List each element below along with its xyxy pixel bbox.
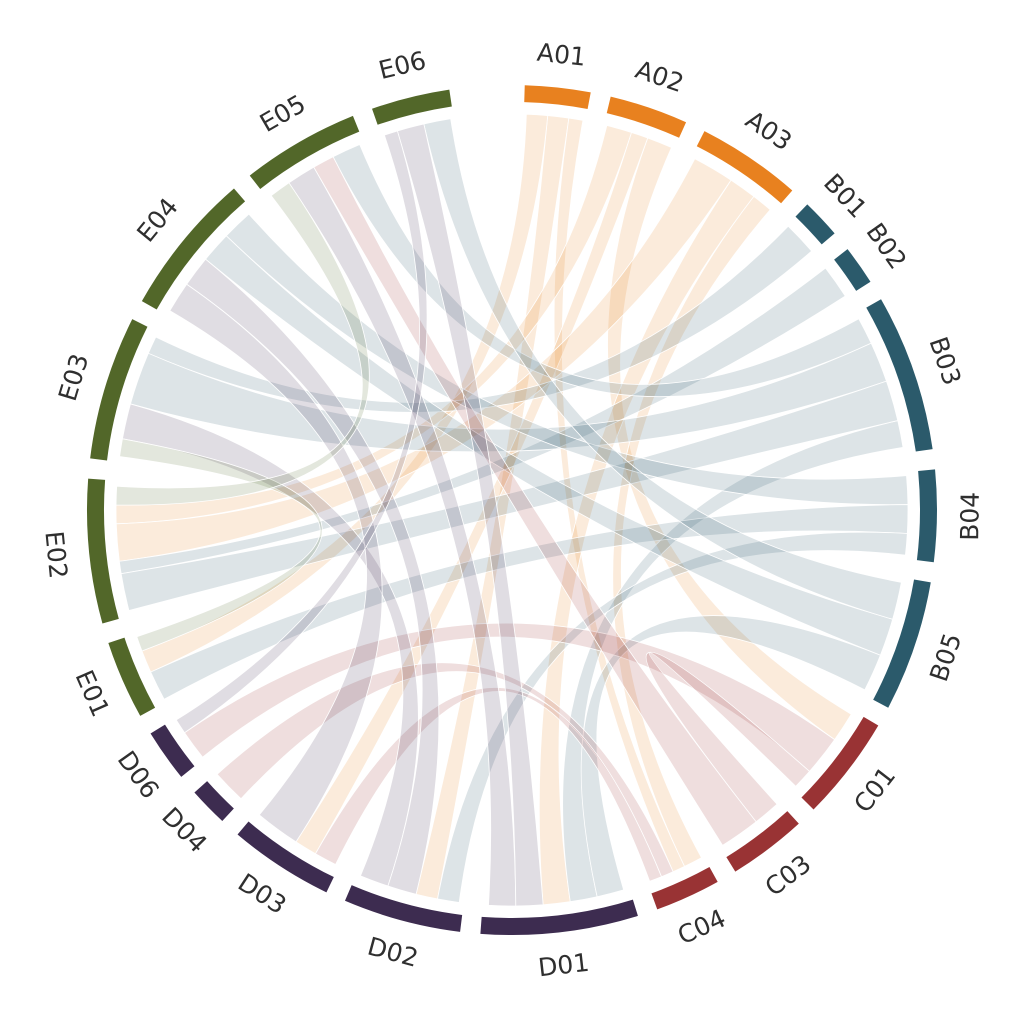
arc-C01 bbox=[801, 716, 879, 810]
segment-label-A02: A02 bbox=[632, 55, 688, 98]
arc-D02 bbox=[344, 885, 463, 932]
arc-B04 bbox=[916, 469, 937, 563]
arc-D03 bbox=[237, 821, 334, 893]
arc-E01 bbox=[108, 637, 156, 716]
ribbon-D03-E04 bbox=[169, 283, 383, 843]
arc-E04 bbox=[141, 188, 246, 310]
arc-D04 bbox=[194, 781, 234, 821]
segment-label-B01: B01 bbox=[818, 168, 873, 224]
segment-label-E02: E02 bbox=[39, 530, 73, 580]
segment-label-C03: C03 bbox=[760, 849, 817, 902]
ribbon-E01-E03 bbox=[119, 438, 323, 652]
ribbon-C01-D06 bbox=[183, 622, 836, 772]
arc-E03 bbox=[90, 319, 148, 461]
segment-label-E05: E05 bbox=[255, 89, 311, 138]
ribbon-C04-D03 bbox=[314, 687, 662, 882]
arc-B02 bbox=[834, 249, 871, 291]
segment-label-E04: E04 bbox=[131, 192, 184, 247]
arc-B05 bbox=[873, 579, 931, 708]
ribbon-B04-E01 bbox=[150, 504, 909, 700]
arc-B01 bbox=[795, 204, 835, 245]
segment-label-D01: D01 bbox=[537, 948, 591, 983]
segment-label-B05: B05 bbox=[924, 629, 967, 685]
ribbon-A02-C01 bbox=[607, 137, 852, 741]
arc-E05 bbox=[249, 115, 360, 189]
arc-A03 bbox=[696, 131, 793, 204]
arc-A02 bbox=[606, 96, 687, 138]
segment-label-A03: A03 bbox=[740, 105, 797, 156]
segment-label-A01: A01 bbox=[536, 38, 588, 72]
arc-E02 bbox=[87, 478, 119, 624]
segment-label-D02: D02 bbox=[364, 932, 421, 973]
segment-label-C01: C01 bbox=[848, 761, 901, 818]
ribbons-layer bbox=[115, 113, 909, 907]
segment-label-E06: E06 bbox=[376, 46, 429, 86]
arc-D06 bbox=[150, 724, 195, 777]
arc-A01 bbox=[524, 85, 591, 110]
segment-label-B02: B02 bbox=[860, 218, 912, 275]
arc-C04 bbox=[651, 867, 718, 910]
arc-C03 bbox=[726, 811, 799, 872]
ribbon-E02-E05 bbox=[115, 182, 370, 506]
ribbon-D06-E06 bbox=[175, 130, 428, 734]
ribbon-C04-D04 bbox=[216, 662, 674, 878]
ribbon-C01-C03 bbox=[645, 651, 811, 823]
arc-D01 bbox=[480, 899, 638, 935]
ribbon-B05-D01 bbox=[580, 615, 881, 898]
ribbon-B03-E02 bbox=[120, 380, 899, 611]
segment-label-D04: D04 bbox=[156, 802, 212, 859]
arc-B03 bbox=[866, 299, 933, 452]
segment-label-D06: D06 bbox=[112, 746, 165, 804]
segment-label-E01: E01 bbox=[70, 666, 116, 721]
ribbon-B04-D02 bbox=[437, 531, 908, 903]
segment-label-D03: D03 bbox=[233, 868, 292, 920]
arcs-layer bbox=[87, 85, 937, 935]
segment-label-B04: B04 bbox=[955, 492, 985, 541]
ribbon-A03-C04 bbox=[612, 195, 771, 867]
segment-label-B03: B03 bbox=[923, 333, 966, 389]
arc-E06 bbox=[372, 89, 452, 125]
segment-label-C04: C04 bbox=[673, 903, 730, 950]
segment-label-E03: E03 bbox=[53, 350, 95, 404]
